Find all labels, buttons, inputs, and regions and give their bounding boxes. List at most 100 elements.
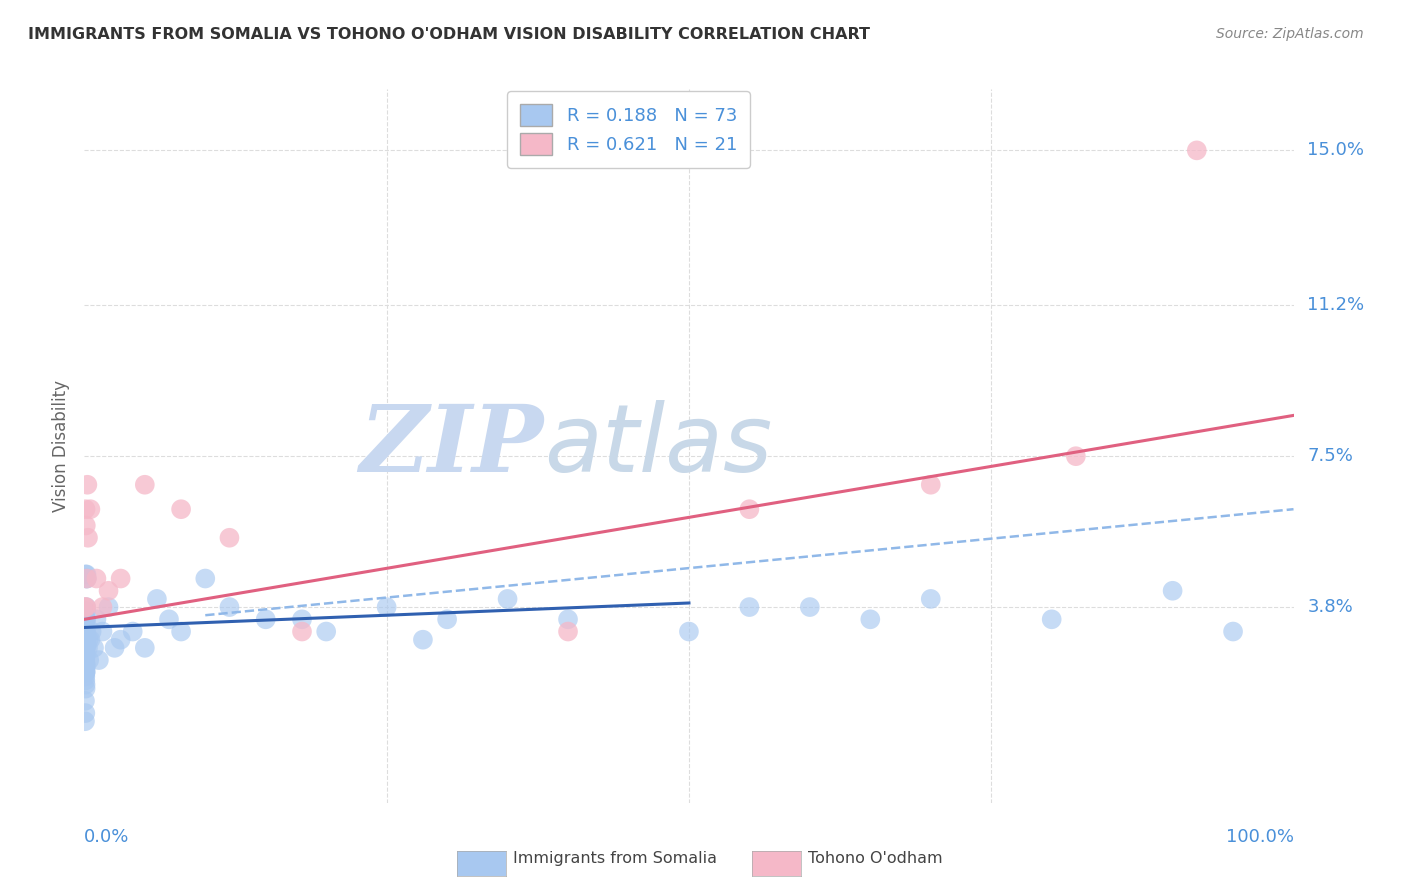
Point — [75, 657, 97, 672]
Point — [254, 612, 277, 626]
Point — [75, 612, 97, 626]
Point — [75, 632, 97, 647]
Point — [218, 600, 240, 615]
Point — [1222, 624, 1244, 639]
Point — [920, 477, 942, 491]
Point — [73, 714, 96, 729]
Point — [104, 640, 127, 655]
Point — [77, 653, 100, 667]
Point — [73, 694, 96, 708]
Point — [75, 612, 97, 626]
Point — [436, 612, 458, 626]
Point — [97, 600, 120, 615]
Point — [76, 572, 98, 586]
Point — [73, 600, 96, 615]
Text: ZIP: ZIP — [360, 401, 544, 491]
Point — [75, 604, 97, 618]
Point — [75, 665, 97, 680]
Point — [79, 632, 101, 647]
Point — [77, 632, 100, 647]
Text: Immigrants from Somalia: Immigrants from Somalia — [513, 851, 717, 865]
Point — [110, 572, 132, 586]
Point — [75, 616, 97, 631]
Point — [110, 632, 132, 647]
Point — [1161, 583, 1184, 598]
Point — [134, 640, 156, 655]
Text: 15.0%: 15.0% — [1308, 141, 1364, 160]
Y-axis label: Vision Disability: Vision Disability — [52, 380, 70, 512]
Point — [75, 653, 97, 667]
Text: 0.0%: 0.0% — [84, 828, 129, 846]
Point — [75, 648, 97, 663]
Point — [315, 624, 337, 639]
Point — [77, 531, 100, 545]
Point — [75, 665, 97, 680]
Point — [75, 567, 97, 582]
Point — [170, 624, 193, 639]
Point — [496, 591, 519, 606]
Point — [75, 640, 97, 655]
Point — [77, 640, 100, 655]
Point — [86, 612, 108, 626]
Text: 3.8%: 3.8% — [1308, 598, 1353, 616]
Point — [75, 661, 97, 675]
Point — [738, 600, 761, 615]
Point — [76, 572, 98, 586]
Text: IMMIGRANTS FROM SOMALIA VS TOHONO O'ODHAM VISION DISABILITY CORRELATION CHART: IMMIGRANTS FROM SOMALIA VS TOHONO O'ODHA… — [28, 27, 870, 42]
Point — [75, 657, 97, 672]
Point — [412, 632, 434, 647]
Point — [75, 640, 97, 655]
Point — [75, 665, 97, 680]
Point — [557, 624, 579, 639]
Point — [146, 591, 169, 606]
Legend: R = 0.188   N = 73, R = 0.621   N = 21: R = 0.188 N = 73, R = 0.621 N = 21 — [508, 91, 749, 168]
Point — [859, 612, 882, 626]
Point — [75, 632, 97, 647]
Point — [1040, 612, 1063, 626]
Point — [157, 612, 180, 626]
Point — [678, 624, 700, 639]
Point — [75, 632, 97, 647]
Point — [738, 502, 761, 516]
Point — [86, 572, 108, 586]
Point — [97, 583, 120, 598]
Point — [75, 640, 97, 655]
Point — [79, 502, 101, 516]
Point — [75, 681, 97, 696]
Point — [134, 477, 156, 491]
Point — [76, 572, 98, 586]
Point — [75, 518, 97, 533]
Point — [75, 624, 97, 639]
Point — [91, 624, 114, 639]
Point — [557, 612, 579, 626]
Point — [83, 640, 105, 655]
Point — [1064, 449, 1087, 463]
Text: 7.5%: 7.5% — [1308, 447, 1354, 466]
Point — [75, 502, 97, 516]
Point — [218, 531, 240, 545]
Text: 100.0%: 100.0% — [1226, 828, 1294, 846]
Point — [75, 600, 97, 615]
Point — [75, 706, 97, 720]
Point — [87, 653, 110, 667]
Point — [1185, 144, 1208, 158]
Point — [375, 600, 398, 615]
Point — [799, 600, 821, 615]
Point — [920, 591, 942, 606]
Point — [291, 612, 314, 626]
Point — [73, 653, 96, 667]
Point — [170, 502, 193, 516]
Point — [194, 572, 217, 586]
Point — [75, 600, 97, 615]
Point — [75, 677, 97, 691]
Point — [75, 624, 97, 639]
Text: Source: ZipAtlas.com: Source: ZipAtlas.com — [1216, 27, 1364, 41]
Point — [291, 624, 314, 639]
Point — [75, 629, 97, 643]
Point — [75, 669, 97, 683]
Point — [75, 637, 97, 651]
Point — [75, 648, 97, 663]
Point — [75, 673, 97, 688]
Text: Tohono O'odham: Tohono O'odham — [808, 851, 943, 865]
Text: atlas: atlas — [544, 401, 772, 491]
